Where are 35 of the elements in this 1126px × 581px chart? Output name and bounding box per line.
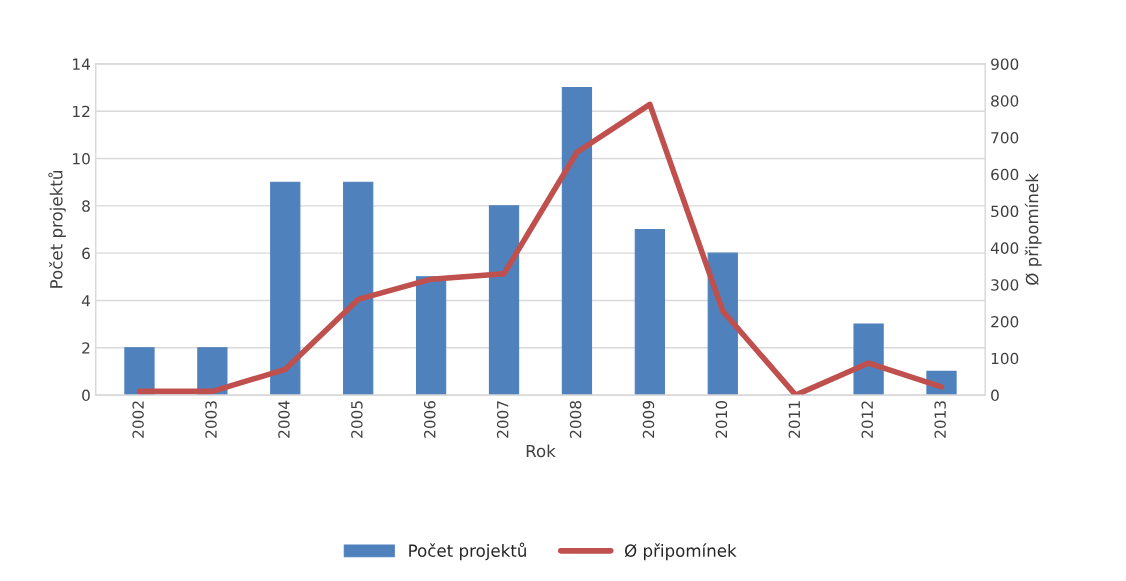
x-tick-label: 2005 bbox=[351, 401, 363, 438]
y-tick-label: 10 bbox=[73, 153, 90, 165]
x-tick-label: 2003 bbox=[205, 401, 217, 438]
y2-tick-label: 800 bbox=[991, 95, 1019, 107]
y2-tick-label: 0 bbox=[991, 389, 999, 402]
y-tick-label: 12 bbox=[73, 105, 90, 118]
x-tick-label: 2011 bbox=[788, 401, 801, 438]
x-tick-label: 2002 bbox=[132, 401, 144, 438]
y2-tick-label: 600 bbox=[991, 168, 1019, 181]
x-tick-label: 2007 bbox=[496, 401, 509, 438]
y-axis-title: Počet projektů bbox=[48, 171, 66, 288]
y-tick-label: 14 bbox=[73, 58, 90, 70]
y-tick-label: 4 bbox=[81, 295, 90, 307]
x-tick-label: 2010 bbox=[715, 400, 728, 438]
y2-tick-label: 700 bbox=[991, 131, 1019, 144]
y-tick-label: 0 bbox=[82, 389, 90, 402]
y2-tick-label: 100 bbox=[991, 352, 1019, 365]
y2-tick-label: 400 bbox=[990, 242, 1019, 254]
y2-tick-label: 500 bbox=[991, 205, 1019, 218]
y-tick-label: 8 bbox=[82, 200, 90, 212]
x-tick-label: 2012 bbox=[861, 401, 874, 438]
x-tick-label: 2006 bbox=[423, 400, 436, 438]
x-axis-title: Rok bbox=[526, 444, 556, 458]
x-tick-label: 2009 bbox=[642, 401, 655, 438]
x-tick-label: 2004 bbox=[278, 400, 290, 438]
y2-tick-label: 300 bbox=[991, 279, 1019, 291]
y-tick-label: 2 bbox=[82, 342, 90, 354]
x-tick-label: 2008 bbox=[569, 400, 582, 438]
legend-label: Ø připomínek bbox=[624, 543, 737, 561]
legend-label: Počet projektů bbox=[409, 542, 526, 561]
y2-tick-label: 900 bbox=[991, 58, 1019, 70]
x-tick-label: 2013 bbox=[934, 401, 946, 438]
y-tick-label: 6 bbox=[82, 247, 90, 260]
y2-tick-label: 200 bbox=[991, 315, 1019, 328]
y2-axis-title: Ø připomínek bbox=[1024, 173, 1042, 285]
